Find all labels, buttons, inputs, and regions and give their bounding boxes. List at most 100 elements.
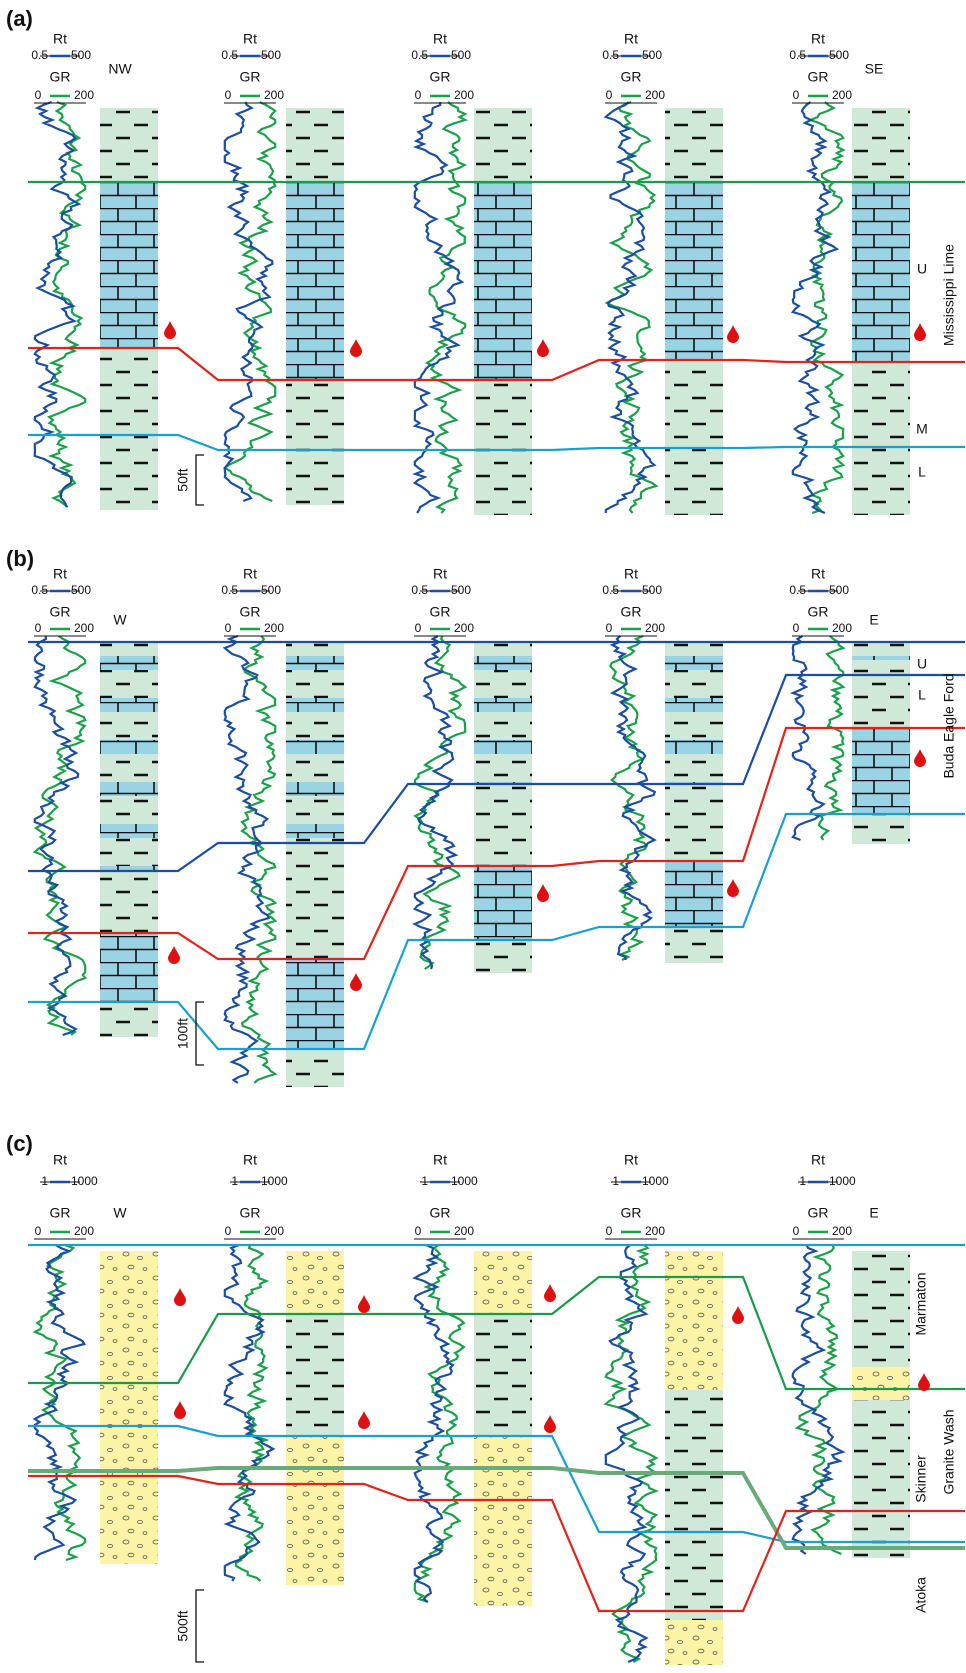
lithology-layer (852, 660, 910, 728)
rt-max: 1000 (451, 1174, 478, 1188)
lithology-layer (474, 940, 532, 973)
rt-min: 1 (41, 1174, 48, 1188)
rt-min: 0.5 (602, 583, 619, 597)
gr-max: 200 (832, 621, 852, 635)
gr-min: 0 (793, 88, 800, 102)
rt-label: Rt (53, 31, 67, 47)
gr-min: 0 (606, 1224, 613, 1238)
lithology-layer (852, 814, 910, 844)
rt-min: 0.5 (789, 583, 806, 597)
lithology-layer (286, 754, 344, 768)
gr-max: 200 (74, 1224, 94, 1238)
gr-max: 200 (454, 621, 474, 635)
lithology-layer (286, 108, 344, 182)
lithology-layer (100, 684, 158, 698)
oil-drop (918, 1373, 930, 1391)
lithology-layer (852, 656, 910, 660)
lithology-layer (286, 712, 344, 726)
rt-min: 0.5 (221, 48, 238, 62)
lithology-layer (100, 348, 158, 510)
lithology-layer (474, 740, 532, 754)
oil-drop (537, 884, 549, 902)
gr-label: GR (240, 69, 261, 85)
gr-label: GR (430, 1205, 451, 1221)
lithology-layer (286, 959, 344, 1049)
oil-drop (350, 973, 362, 991)
gr-max: 200 (264, 621, 284, 635)
lithology-layer (100, 1002, 158, 1037)
formation-label: Buda Eagle Ford (941, 673, 957, 778)
well-log (793, 636, 824, 840)
lithology-layer (474, 108, 532, 182)
lithology-layer (286, 1251, 344, 1314)
scale-bar (196, 455, 204, 505)
rt-min: 0.5 (411, 583, 428, 597)
panel-label: (b) (6, 546, 34, 571)
lithology-layer (286, 656, 344, 670)
lithology-layer (852, 1400, 910, 1558)
lithology-layer (852, 642, 910, 656)
rt-label: Rt (811, 31, 825, 47)
rt-min: 0.5 (411, 48, 428, 62)
rt-label: Rt (811, 566, 825, 582)
well-log (819, 636, 843, 840)
gr-label: GR (430, 69, 451, 85)
rt-label: Rt (433, 1152, 447, 1168)
lithology-layer (665, 1251, 723, 1390)
lithology-layer (286, 824, 344, 838)
lithology-layer (286, 726, 344, 740)
lithology-layer (286, 768, 344, 782)
direction-label: E (869, 1205, 878, 1221)
lithology-layer (286, 810, 344, 824)
panel: (b)Rt0.5500GR0200Rt0.5500GR0200Rt0.5500G… (6, 546, 965, 1087)
lithology-layer (665, 861, 723, 927)
lithology-layer (665, 712, 723, 726)
unit-label: Skinner (913, 1455, 929, 1503)
lithology-layer (286, 1049, 344, 1087)
panel-label: (c) (6, 1131, 33, 1156)
oil-drop (174, 1401, 186, 1419)
rt-max: 500 (261, 48, 281, 62)
lithology-layer (665, 927, 723, 963)
gr-label: GR (50, 1205, 71, 1221)
direction-label: W (113, 1205, 127, 1221)
gr-label: GR (430, 604, 451, 620)
lithology-layer (100, 698, 158, 712)
lithology-layer (100, 796, 158, 810)
lithology-layer (852, 108, 910, 182)
well-log (236, 1245, 266, 1581)
lithology-layer (286, 782, 344, 796)
unit-label: L (918, 464, 926, 480)
rt-label: Rt (433, 566, 447, 582)
gr-min: 0 (606, 621, 613, 635)
unit-label: Marmaton (913, 1272, 929, 1335)
gr-max: 200 (454, 1224, 474, 1238)
lithology-layer (286, 843, 344, 959)
lithology-layer (474, 726, 532, 740)
oil-drop (544, 1284, 556, 1302)
lithology-layer (100, 670, 158, 684)
gr-label: GR (808, 1205, 829, 1221)
lithology-layer (474, 1251, 532, 1314)
lithology-layer (474, 656, 532, 670)
rt-min: 0.5 (31, 583, 48, 597)
rt-label: Rt (624, 31, 638, 47)
well-log (610, 636, 647, 960)
gr-max: 200 (832, 1224, 852, 1238)
direction-label: NW (108, 61, 132, 77)
lithology-layer (100, 642, 158, 656)
oil-drop (350, 339, 362, 357)
lithology-layer (286, 670, 344, 684)
oil-drop (914, 749, 926, 767)
lithology-layer (100, 838, 158, 852)
rt-min: 0.5 (789, 48, 806, 62)
formation-label: Granite Wash (941, 1409, 957, 1494)
lithology-layer (100, 740, 158, 754)
lithology-layer (474, 1314, 532, 1436)
lithology-layer (665, 768, 723, 782)
gr-label: GR (621, 1205, 642, 1221)
gr-label: GR (50, 604, 71, 620)
lithology-layer (474, 866, 532, 940)
unit-label: L (918, 687, 926, 703)
